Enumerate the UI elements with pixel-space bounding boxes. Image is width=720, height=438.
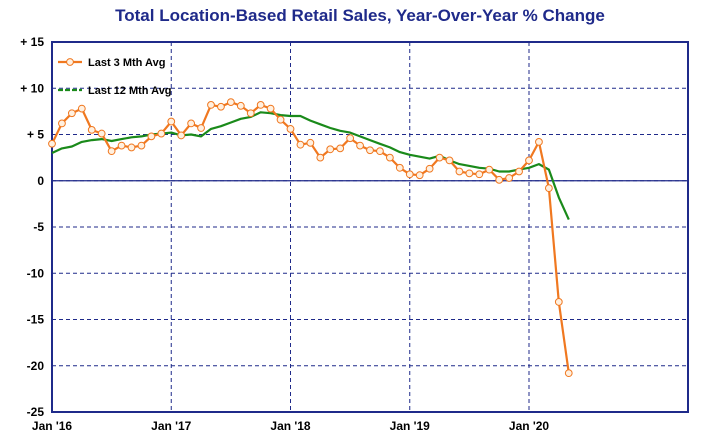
legend-label: Last 12 Mth Avg [88,85,172,97]
data-point [346,134,355,143]
data-point [177,131,186,140]
data-point [256,101,265,109]
data-point [236,101,245,110]
data-point [306,138,315,147]
y-tick-label: -5 [33,220,44,234]
data-point [207,101,215,109]
data-point [97,129,106,138]
series-line [51,111,570,221]
data-point [425,164,434,173]
data-point [77,104,86,113]
y-tick-label: + 5 [27,128,44,142]
legend-marker [66,58,74,66]
data-point [376,147,384,156]
data-point [465,169,474,178]
data-point [544,184,553,193]
data-point [455,167,464,176]
x-tick-label: Jan '20 [509,419,550,433]
y-tick-label: -20 [27,359,45,373]
x-tick-label: Jan '17 [151,419,192,433]
data-point [87,125,96,134]
data-point [286,125,295,133]
data-point [356,141,364,150]
data-point [385,153,394,162]
data-point [147,132,156,141]
data-point [217,102,225,111]
y-tick-label: + 15 [20,35,44,49]
data-point [505,174,514,182]
data-point [395,163,404,172]
y-tick-label: -10 [27,266,45,280]
data-point [415,171,424,180]
data-point [326,145,335,154]
x-tick-label: Jan '16 [32,419,73,433]
data-point [266,104,275,113]
data-point [197,124,205,132]
legend-label: Last 3 Mth Avg [88,57,165,69]
data-point [525,156,533,165]
x-tick-label: Jan '18 [270,419,311,433]
data-point [107,147,116,156]
data-point [226,98,235,107]
data-point [495,175,504,184]
data-point [316,153,325,162]
data-point [485,165,494,174]
y-tick-label: -15 [27,313,45,327]
data-point [117,141,126,150]
data-point [445,156,454,165]
data-point [67,109,76,118]
data-point [296,140,305,149]
data-point [366,146,374,155]
plot-border [51,41,689,413]
data-point [515,167,523,176]
data-point [167,117,176,126]
chart-title: Total Location-Based Retail Sales, Year-… [115,6,605,25]
data-point [157,129,166,138]
data-point [336,144,345,153]
data-point [405,170,414,179]
data-point [127,143,136,152]
data-point [564,369,573,378]
data-point [435,153,444,162]
data-point [276,115,285,124]
data-point [475,170,484,179]
data-point [535,138,543,146]
y-tick-label: -25 [27,405,45,419]
data-point [554,298,563,306]
data-point [137,141,146,150]
y-tick-label: + 10 [20,81,44,95]
y-tick-label: 0 [37,174,44,188]
x-tick-label: Jan '19 [390,419,431,433]
data-point [48,139,56,148]
data-point [187,119,196,128]
data-point [58,119,66,128]
data-point [246,109,255,118]
